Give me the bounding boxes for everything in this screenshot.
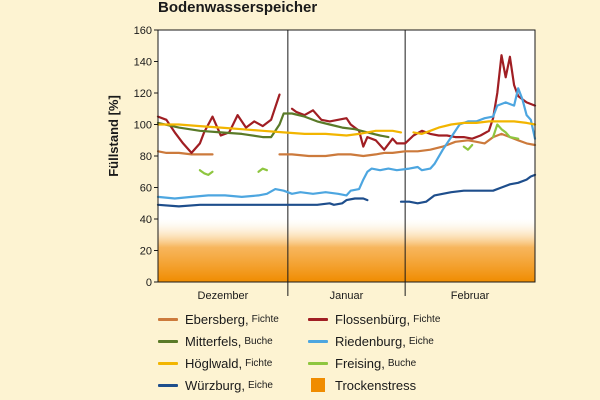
legend-stand-type: Buche <box>244 335 273 347</box>
series-line <box>156 150 214 156</box>
series-line <box>412 120 537 135</box>
legend-stand-type: Buche <box>387 357 417 369</box>
legend-stand-type: Eiche <box>408 335 434 347</box>
series-hglwald <box>156 120 537 137</box>
y-axis-label: Füllstand [%] <box>106 95 121 177</box>
y-tick-label: 160 <box>134 25 152 37</box>
y-tick-label: 0 <box>146 277 152 289</box>
legend-item: Höglwald, Fichte <box>158 352 272 374</box>
legend-swatch <box>308 361 328 365</box>
y-tick-label: 140 <box>134 57 152 69</box>
series-line <box>399 173 537 205</box>
legend-item: Ebersberg, Fichte <box>158 308 279 330</box>
legend-label: Mitterfels, <box>185 333 242 349</box>
legend-label: Riedenburg, <box>335 333 406 349</box>
series-line <box>156 123 403 137</box>
legend-item: Flossenbürg, Fichte <box>308 308 440 330</box>
x-tick-label: Februar <box>451 290 490 302</box>
x-axis-month-labels: Dezember Januar Februar <box>198 290 490 302</box>
series-wrzburg <box>156 173 537 208</box>
legend-swatch <box>158 383 178 387</box>
legend-stand-type: Fichte <box>251 313 279 325</box>
legend-item: Mitterfels, Buche <box>158 330 273 352</box>
legend-label: Flossenbürg, <box>335 311 411 327</box>
series-freising <box>198 123 520 176</box>
x-tick-label: Januar <box>330 290 364 302</box>
legend: Ebersberg, Fichte Flossenbürg, Fichte Mitter… <box>158 308 458 400</box>
y-tick-label: 40 <box>140 214 152 226</box>
series-line <box>257 167 268 173</box>
y-tick-label: 60 <box>140 183 152 195</box>
legend-item: Riedenburg, Eiche <box>308 330 434 352</box>
legend-label: Würzburg, <box>185 377 245 393</box>
legend-swatch <box>158 339 178 343</box>
legend-label: Freising, <box>335 355 385 371</box>
y-tick-label: 20 <box>140 246 152 258</box>
series-line <box>156 112 390 139</box>
legend-swatch <box>311 378 325 392</box>
series-ebersberg <box>156 132 537 158</box>
month-gridlines <box>287 30 406 296</box>
legend-item: Freising, Buche <box>308 352 416 374</box>
series-lines <box>156 54 537 208</box>
y-tick-label: 100 <box>134 120 152 132</box>
series-riedenburg <box>156 87 537 200</box>
legend-swatch <box>158 361 178 365</box>
legend-label: Trockenstress <box>335 377 417 393</box>
y-axis-ticks: 0 20 40 60 80 100 120 140 160 <box>134 25 158 289</box>
series-mitterfels <box>156 112 390 139</box>
legend-stand-type: Fichte <box>245 357 273 369</box>
series-line <box>278 132 537 158</box>
series-line <box>156 87 537 200</box>
series-line <box>156 93 281 154</box>
chart-title: Bodenwasserspeicher <box>158 0 317 16</box>
series-line <box>156 197 369 208</box>
y-tick-label: 120 <box>134 88 152 100</box>
legend-label: Höglwald, <box>185 355 243 371</box>
legend-swatch <box>158 317 178 321</box>
series-line <box>492 123 520 140</box>
legend-swatch <box>308 317 328 321</box>
legend-item-drought: Trockenstress <box>308 374 416 396</box>
series-line <box>462 143 474 151</box>
legend-item: Würzburg, Eiche <box>158 374 273 396</box>
legend-label: Ebersberg, <box>185 311 249 327</box>
drought-band <box>158 219 535 282</box>
legend-swatch <box>308 339 328 343</box>
x-tick-label: Dezember <box>198 290 249 302</box>
y-tick-label: 80 <box>140 151 152 163</box>
series-line <box>198 169 214 176</box>
legend-stand-type: Eiche <box>247 379 273 391</box>
legend-stand-type: Fichte <box>413 313 441 325</box>
